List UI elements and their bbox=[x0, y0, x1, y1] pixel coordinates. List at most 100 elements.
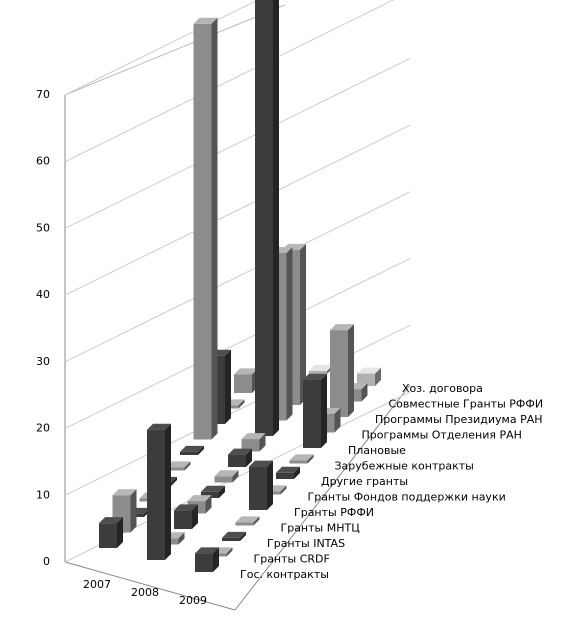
bar-top bbox=[357, 367, 381, 374]
series-label: Плановые bbox=[348, 444, 406, 457]
series-label: Программы Президиума РАН bbox=[375, 413, 543, 426]
bar-top bbox=[174, 504, 198, 511]
series-label: Гранты INTAS bbox=[267, 537, 345, 550]
bar-top bbox=[234, 368, 258, 375]
bar-top bbox=[201, 485, 225, 492]
bar bbox=[147, 429, 165, 560]
x-tick-label: 2008 bbox=[131, 586, 159, 599]
bar-top bbox=[330, 324, 354, 331]
grid-line bbox=[64, 57, 411, 229]
bar-side bbox=[226, 547, 233, 557]
bar bbox=[241, 439, 260, 452]
bar bbox=[222, 537, 240, 541]
bar-side bbox=[334, 407, 341, 433]
bar bbox=[289, 460, 308, 464]
bar-top bbox=[99, 517, 123, 524]
bar-side bbox=[246, 448, 252, 467]
bar-top bbox=[303, 373, 327, 380]
series-label: Гранты Фондов поддержки науки bbox=[308, 491, 506, 504]
bar-side bbox=[286, 246, 293, 421]
bar-top bbox=[187, 495, 212, 502]
series-label: Программы Отделения РАН bbox=[362, 429, 522, 442]
bar-top bbox=[289, 454, 314, 461]
series-label: Гранты МНТЦ bbox=[281, 522, 361, 535]
bar-side bbox=[211, 17, 218, 440]
bar-side bbox=[294, 466, 300, 479]
bar-side bbox=[130, 489, 137, 533]
bar-top bbox=[147, 423, 171, 430]
wall-edge bbox=[64, 4, 286, 96]
bar-side bbox=[307, 454, 314, 464]
bar bbox=[214, 476, 233, 483]
bar bbox=[99, 523, 117, 548]
bar-side bbox=[259, 433, 266, 452]
y-tick-label: 40 bbox=[36, 288, 50, 301]
bar bbox=[234, 374, 252, 393]
series-label: Гранты CRDF bbox=[254, 553, 330, 566]
bar-top bbox=[222, 531, 246, 538]
y-tick-label: 30 bbox=[36, 355, 50, 368]
bar-side bbox=[184, 461, 191, 471]
bar-side bbox=[280, 485, 287, 495]
bar bbox=[201, 491, 219, 498]
bar bbox=[228, 454, 246, 467]
bar-side bbox=[213, 547, 219, 572]
grid-line bbox=[64, 0, 259, 96]
bar-side bbox=[273, 0, 279, 436]
bar-side bbox=[375, 367, 381, 386]
y-tick-label: 20 bbox=[36, 422, 50, 435]
grid-line bbox=[64, 0, 395, 163]
bar-side bbox=[117, 517, 123, 548]
bar-top bbox=[112, 489, 137, 496]
series-label: Хоз. договора bbox=[402, 382, 483, 395]
bar bbox=[193, 23, 212, 440]
bar-side bbox=[171, 476, 177, 486]
bar-side bbox=[198, 445, 204, 455]
series-label: Гранты РФФИ bbox=[294, 506, 374, 519]
bar-side bbox=[361, 383, 368, 402]
bar-side bbox=[192, 504, 198, 529]
y-tick-label: 60 bbox=[36, 155, 50, 168]
bar-top bbox=[193, 17, 218, 24]
bar bbox=[180, 451, 198, 455]
bar-side bbox=[267, 460, 273, 510]
bar bbox=[174, 510, 192, 529]
bar-top bbox=[276, 466, 300, 473]
y-tick-label: 70 bbox=[36, 88, 50, 101]
bar-side bbox=[253, 516, 260, 526]
bar-side bbox=[225, 349, 231, 424]
bar-top bbox=[214, 470, 239, 477]
bar-side bbox=[178, 532, 185, 545]
bar-side bbox=[300, 243, 306, 405]
bar-side bbox=[205, 495, 212, 514]
bar bbox=[235, 522, 254, 526]
bar bbox=[195, 553, 213, 572]
series-label: Другие гранты bbox=[321, 475, 408, 488]
bar-side bbox=[348, 324, 354, 417]
bar bbox=[276, 472, 294, 479]
bar bbox=[303, 379, 321, 448]
y-tick-label: 50 bbox=[36, 221, 50, 234]
y-tick-label: 0 bbox=[43, 555, 50, 568]
bar-side bbox=[240, 531, 246, 541]
bar-top bbox=[166, 461, 191, 468]
y-tick-label: 10 bbox=[36, 488, 50, 501]
grid-line bbox=[64, 258, 411, 430]
bar-top bbox=[249, 460, 273, 467]
grid-line bbox=[64, 124, 411, 296]
bar-top bbox=[309, 364, 333, 371]
bar bbox=[330, 330, 348, 417]
bar-top bbox=[180, 445, 204, 452]
x-tick-label: 2007 bbox=[83, 578, 111, 591]
series-label: Совместные Гранты РФФИ bbox=[389, 398, 544, 411]
bar-side bbox=[232, 470, 239, 483]
bar-side bbox=[165, 423, 171, 560]
bar bbox=[249, 466, 267, 510]
bar-top bbox=[241, 433, 266, 440]
bar-top bbox=[228, 448, 252, 455]
bar bbox=[255, 0, 273, 437]
series-label: Гос. контракты bbox=[240, 568, 329, 581]
bar-side bbox=[238, 399, 245, 409]
bar-top bbox=[195, 547, 219, 554]
